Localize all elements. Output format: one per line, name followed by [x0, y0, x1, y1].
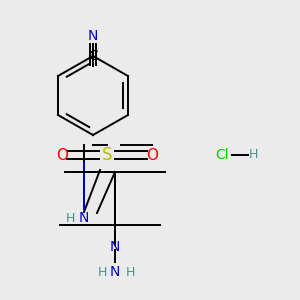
Text: N: N [110, 265, 120, 279]
Text: Cl: Cl [215, 148, 229, 162]
Text: N: N [79, 211, 89, 225]
Text: H: H [66, 212, 75, 224]
Text: H: H [248, 148, 258, 161]
Text: N: N [110, 240, 120, 254]
Text: H: H [98, 266, 107, 278]
Text: H: H [126, 266, 135, 278]
Text: S: S [102, 146, 112, 164]
Text: O: O [56, 148, 68, 163]
Text: N: N [88, 29, 98, 43]
Text: O: O [146, 148, 158, 163]
Text: C: C [88, 49, 98, 63]
